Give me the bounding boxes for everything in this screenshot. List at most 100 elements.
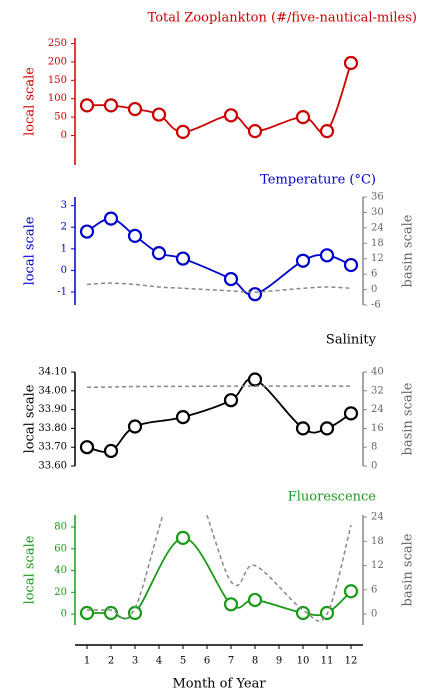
y2-tick-label: 8 bbox=[371, 442, 377, 453]
y-tick-label: 3 bbox=[61, 200, 67, 211]
marker bbox=[295, 605, 311, 621]
y2-axis-label: basin scale bbox=[401, 382, 416, 455]
x-axis-label: Month of Year bbox=[172, 677, 266, 692]
y-axis-label: local scale bbox=[23, 384, 38, 453]
marker bbox=[175, 410, 191, 425]
y2-tick-label: 0 bbox=[371, 284, 377, 295]
x-tick-label: 4 bbox=[156, 656, 162, 667]
y2-tick-label: 12 bbox=[371, 253, 384, 264]
x-tick-label: 7 bbox=[228, 656, 234, 667]
marker bbox=[343, 406, 359, 421]
marker bbox=[103, 98, 119, 113]
y-tick-label: 150 bbox=[48, 75, 67, 86]
y2-tick-label: 6 bbox=[371, 269, 377, 280]
marker bbox=[343, 584, 359, 599]
y-tick-label: 0 bbox=[61, 130, 67, 141]
y2-tick-label: 30 bbox=[371, 207, 384, 218]
x-tick-label: 9 bbox=[276, 656, 282, 667]
y2-tick-label: 12 bbox=[371, 560, 384, 571]
marker bbox=[319, 124, 335, 139]
y-tick-label: 200 bbox=[48, 56, 67, 67]
series-line bbox=[86, 62, 352, 135]
marker bbox=[79, 98, 95, 113]
x-tick-label: 6 bbox=[204, 656, 210, 667]
series-line bbox=[86, 217, 352, 296]
marker bbox=[319, 421, 335, 436]
y2-tick-label: -6 bbox=[371, 300, 381, 311]
y-tick-label: 250 bbox=[48, 38, 67, 49]
y-axis-label: local scale bbox=[23, 535, 38, 604]
basin-line bbox=[86, 515, 352, 622]
marker bbox=[295, 421, 311, 436]
marker bbox=[103, 443, 119, 459]
y-tick-label: 0 bbox=[61, 609, 67, 620]
x-tick-label: 2 bbox=[108, 656, 114, 667]
y-tick-label: 20 bbox=[54, 587, 67, 598]
x-tick-label: 11 bbox=[321, 656, 334, 667]
marker bbox=[103, 605, 119, 621]
x-tick-label: 1 bbox=[84, 656, 90, 667]
x-tick-label: 5 bbox=[180, 656, 186, 667]
y2-tick-label: 24 bbox=[371, 512, 384, 523]
series-line bbox=[86, 377, 352, 453]
y-tick-label: 100 bbox=[48, 93, 67, 104]
marker bbox=[127, 605, 143, 621]
marker bbox=[175, 124, 191, 139]
x-tick-label: 8 bbox=[252, 656, 258, 667]
y2-tick-label: 24 bbox=[371, 404, 384, 415]
marker bbox=[175, 251, 191, 266]
y-tick-label: 34.10 bbox=[38, 367, 67, 378]
y-tick-label: 33.70 bbox=[38, 442, 67, 453]
y-tick-label: 2 bbox=[61, 222, 67, 233]
marker bbox=[223, 597, 239, 612]
panel-title: Temperature (°C) bbox=[260, 173, 376, 188]
y2-tick-label: 18 bbox=[371, 536, 384, 547]
marker bbox=[79, 440, 95, 455]
y-tick-label: 1 bbox=[61, 243, 67, 254]
panel-title: Total Zooplankton (#/five-nautical-miles… bbox=[148, 11, 417, 26]
y-tick-label: 60 bbox=[54, 543, 67, 554]
marker bbox=[127, 101, 143, 117]
marker bbox=[319, 248, 335, 263]
marker bbox=[247, 287, 263, 302]
y-tick-label: 0 bbox=[61, 265, 67, 276]
marker bbox=[343, 55, 359, 71]
marker bbox=[79, 605, 95, 621]
marker bbox=[127, 228, 143, 243]
series-line bbox=[86, 536, 352, 620]
y-tick-label: 34.00 bbox=[38, 385, 67, 396]
y2-axis-label: basin scale bbox=[401, 533, 416, 606]
x-tick-label: 3 bbox=[132, 656, 138, 667]
marker bbox=[223, 393, 239, 408]
y-axis-label: local scale bbox=[23, 67, 38, 136]
y-tick-label: 50 bbox=[54, 112, 67, 123]
marker bbox=[295, 253, 311, 268]
y2-tick-label: 0 bbox=[371, 461, 377, 472]
marker bbox=[343, 257, 359, 273]
y-tick-label: 33.60 bbox=[38, 461, 67, 472]
panel-title: Fluorescence bbox=[288, 490, 377, 505]
y2-tick-label: 18 bbox=[371, 238, 384, 249]
y-tick-label: 33.80 bbox=[38, 423, 67, 434]
marker bbox=[223, 108, 239, 123]
y2-tick-label: 36 bbox=[371, 192, 384, 203]
y2-tick-label: 40 bbox=[371, 367, 384, 378]
y2-tick-label: 6 bbox=[371, 584, 377, 595]
marker bbox=[151, 107, 167, 122]
marker bbox=[151, 246, 167, 261]
marker bbox=[295, 110, 311, 125]
y2-tick-label: 0 bbox=[371, 609, 377, 620]
marker bbox=[79, 224, 95, 239]
marker bbox=[247, 124, 263, 139]
y-tick-label: 33.90 bbox=[38, 404, 67, 415]
y-tick-label: 40 bbox=[54, 565, 67, 576]
y-axis-label: local scale bbox=[23, 216, 38, 285]
basin-line bbox=[86, 282, 352, 293]
y-tick-label: 80 bbox=[54, 521, 67, 532]
y2-axis-label: basin scale bbox=[401, 214, 416, 287]
marker bbox=[127, 419, 143, 434]
marker bbox=[223, 271, 239, 287]
marker bbox=[175, 530, 191, 545]
y2-tick-label: 32 bbox=[371, 385, 384, 396]
